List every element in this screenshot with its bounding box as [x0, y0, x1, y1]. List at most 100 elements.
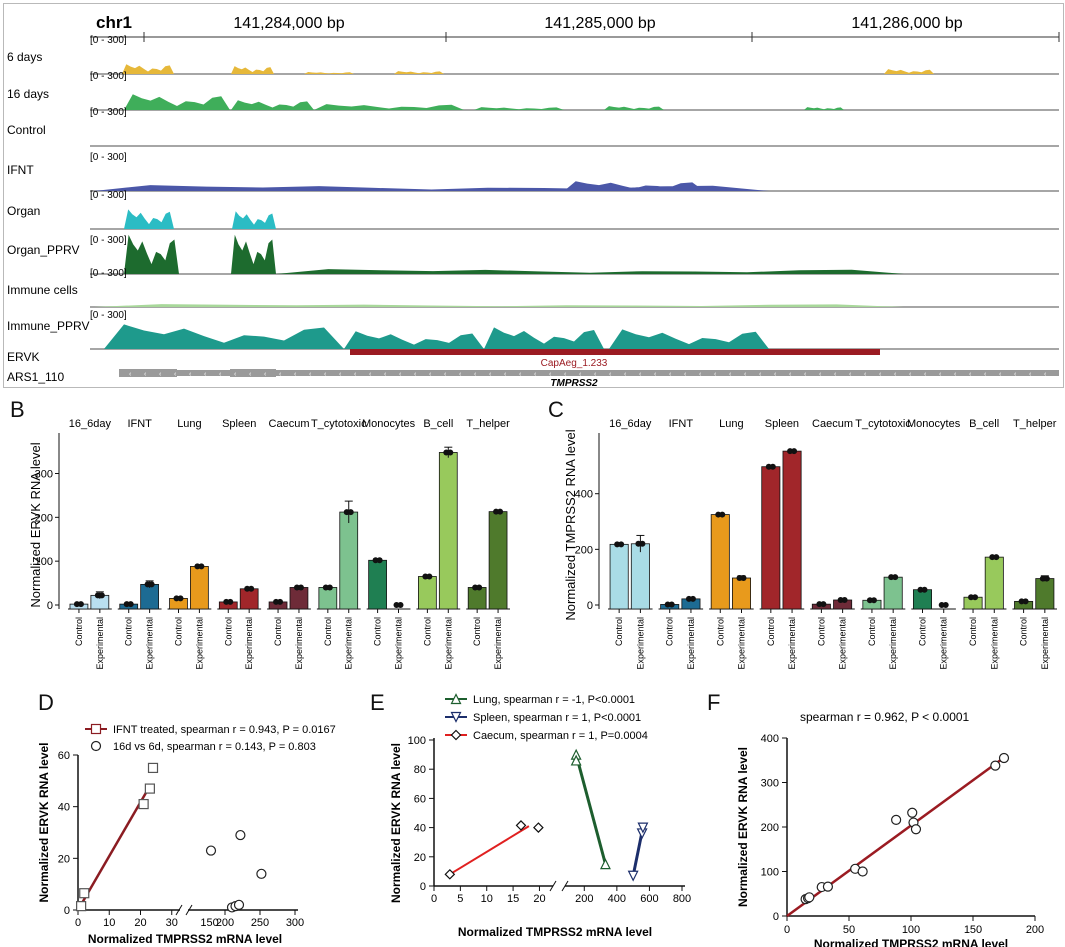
- gene-strand-arrow: ‹: [399, 371, 402, 378]
- y-tick-label: 200: [35, 512, 53, 524]
- bar: [731, 577, 751, 610]
- y-tick-label: 80: [414, 764, 426, 776]
- data-point: [627, 870, 639, 882]
- data-point: [297, 584, 304, 591]
- track-signal: [90, 64, 1059, 74]
- data-point: [910, 824, 922, 835]
- x-tick-label: Control: [766, 617, 776, 646]
- data-point: [993, 554, 1000, 561]
- correlation-annotation: spearman r = 0.962, P < 0.0001: [800, 710, 970, 724]
- x-tick-label: Experimental: [294, 617, 304, 670]
- gene-strand-arrow: ‹: [804, 371, 807, 378]
- data-point: [668, 601, 675, 608]
- data-point: [79, 888, 90, 899]
- y-tick-label: 300: [35, 468, 53, 480]
- gene-strand-arrow: ‹: [204, 371, 207, 378]
- gene-strand-arrow: ‹: [894, 371, 897, 378]
- facet-label: 16_6day: [609, 418, 652, 430]
- track-label: Immune cells: [7, 283, 78, 297]
- gene-strand-arrow: ‹: [189, 371, 192, 378]
- data-point: [248, 585, 255, 592]
- gene-strand-arrow: ‹: [699, 371, 702, 378]
- track-signal: [90, 304, 1059, 307]
- bar: [239, 588, 259, 610]
- data-point: [76, 901, 87, 912]
- x-tick-label: 20: [134, 917, 146, 929]
- bar: [710, 514, 730, 610]
- x-tick-label: 800: [673, 893, 691, 905]
- bar: [1035, 578, 1055, 610]
- data-point: [820, 601, 827, 608]
- data-point: [90, 723, 102, 735]
- gene-strand-arrow: ‹: [924, 371, 927, 378]
- y-tick-label: 300: [761, 778, 779, 790]
- y-tick-label: 40: [58, 802, 70, 814]
- gene-strand-arrow: ‹: [549, 371, 552, 378]
- y-tick-label: 0: [420, 881, 426, 893]
- gene-strand-arrow: ‹: [759, 371, 762, 378]
- x-tick-label: Control: [373, 617, 383, 646]
- x-tick-label: Experimental: [939, 617, 949, 670]
- bar: [467, 587, 487, 610]
- gene-strand-arrow: ‹: [339, 371, 342, 378]
- x-tick-label: Control: [816, 617, 826, 646]
- data-point: [233, 899, 245, 910]
- gene-strand-arrow: ‹: [354, 371, 357, 378]
- x-tick-label: 10: [103, 917, 115, 929]
- facet-label: Lung: [177, 418, 201, 430]
- panel-label-e: E: [370, 690, 385, 715]
- gene-strand-arrow: ‹: [159, 371, 162, 378]
- gene-strand-arrow: ‹: [489, 371, 492, 378]
- facet-label: Monocytes: [362, 418, 416, 430]
- y-tick-label: 100: [35, 556, 53, 568]
- data-point: [1022, 598, 1029, 605]
- data-point: [921, 586, 928, 593]
- axis-break: [561, 880, 569, 892]
- bar: [289, 587, 309, 610]
- track-signal: [90, 94, 1059, 110]
- y-tick-label: 0: [773, 911, 779, 923]
- bar: [883, 576, 903, 610]
- gene-strand-arrow: ‹: [819, 371, 822, 378]
- data-point: [98, 592, 105, 599]
- x-tick-label: Experimental: [888, 617, 898, 670]
- bar: [318, 587, 338, 610]
- data-point: [476, 584, 483, 591]
- bar: [190, 566, 209, 610]
- data-point: [689, 595, 696, 602]
- legend-label: IFNT treated, spearman r = 0.943, P = 0.…: [113, 724, 336, 736]
- facet-label: Spleen: [765, 418, 799, 430]
- gene-strand-arrow: ‹: [1044, 371, 1047, 378]
- data-point: [148, 581, 155, 588]
- data-point: [450, 693, 462, 705]
- track-range-label: [0 - 300]: [90, 268, 127, 279]
- x-tick-label: Experimental: [194, 617, 204, 670]
- gene-strand-arrow: ‹: [684, 371, 687, 378]
- bar: [438, 452, 458, 610]
- gene-strand-arrow: ‹: [594, 371, 597, 378]
- track-label: Control: [7, 123, 46, 137]
- erv-element: [350, 349, 880, 355]
- x-tick-label: 200: [575, 893, 593, 905]
- gene-strand-arrow: ‹: [714, 371, 717, 378]
- legend-label: Lung, spearman r = -1, P<0.0001: [473, 694, 635, 706]
- legend-label: Caecum, spearman r = 1, P=0.0004: [473, 730, 648, 742]
- y-tick-label: 20: [414, 852, 426, 864]
- data-point: [127, 601, 134, 608]
- x-tick-label: 250: [251, 917, 269, 929]
- x-tick-label: Experimental: [394, 617, 404, 670]
- x-tick-label: Experimental: [989, 617, 999, 670]
- gene-strand-arrow: ‹: [369, 371, 372, 378]
- track-signal: [90, 209, 1059, 229]
- gene-strand-arrow: ‹: [1029, 371, 1032, 378]
- data-point: [376, 557, 383, 564]
- x-tick-label: Experimental: [443, 617, 453, 670]
- track-range-label: [0 - 300]: [90, 190, 127, 201]
- x-tick-label: Experimental: [145, 617, 155, 670]
- gene-strand-arrow: ‹: [969, 371, 972, 378]
- gene-exon: [119, 369, 177, 377]
- x-tick-label: Experimental: [838, 617, 848, 670]
- facet-label: IFNT: [669, 418, 694, 430]
- y-tick-label: 60: [414, 793, 426, 805]
- data-point: [892, 574, 899, 581]
